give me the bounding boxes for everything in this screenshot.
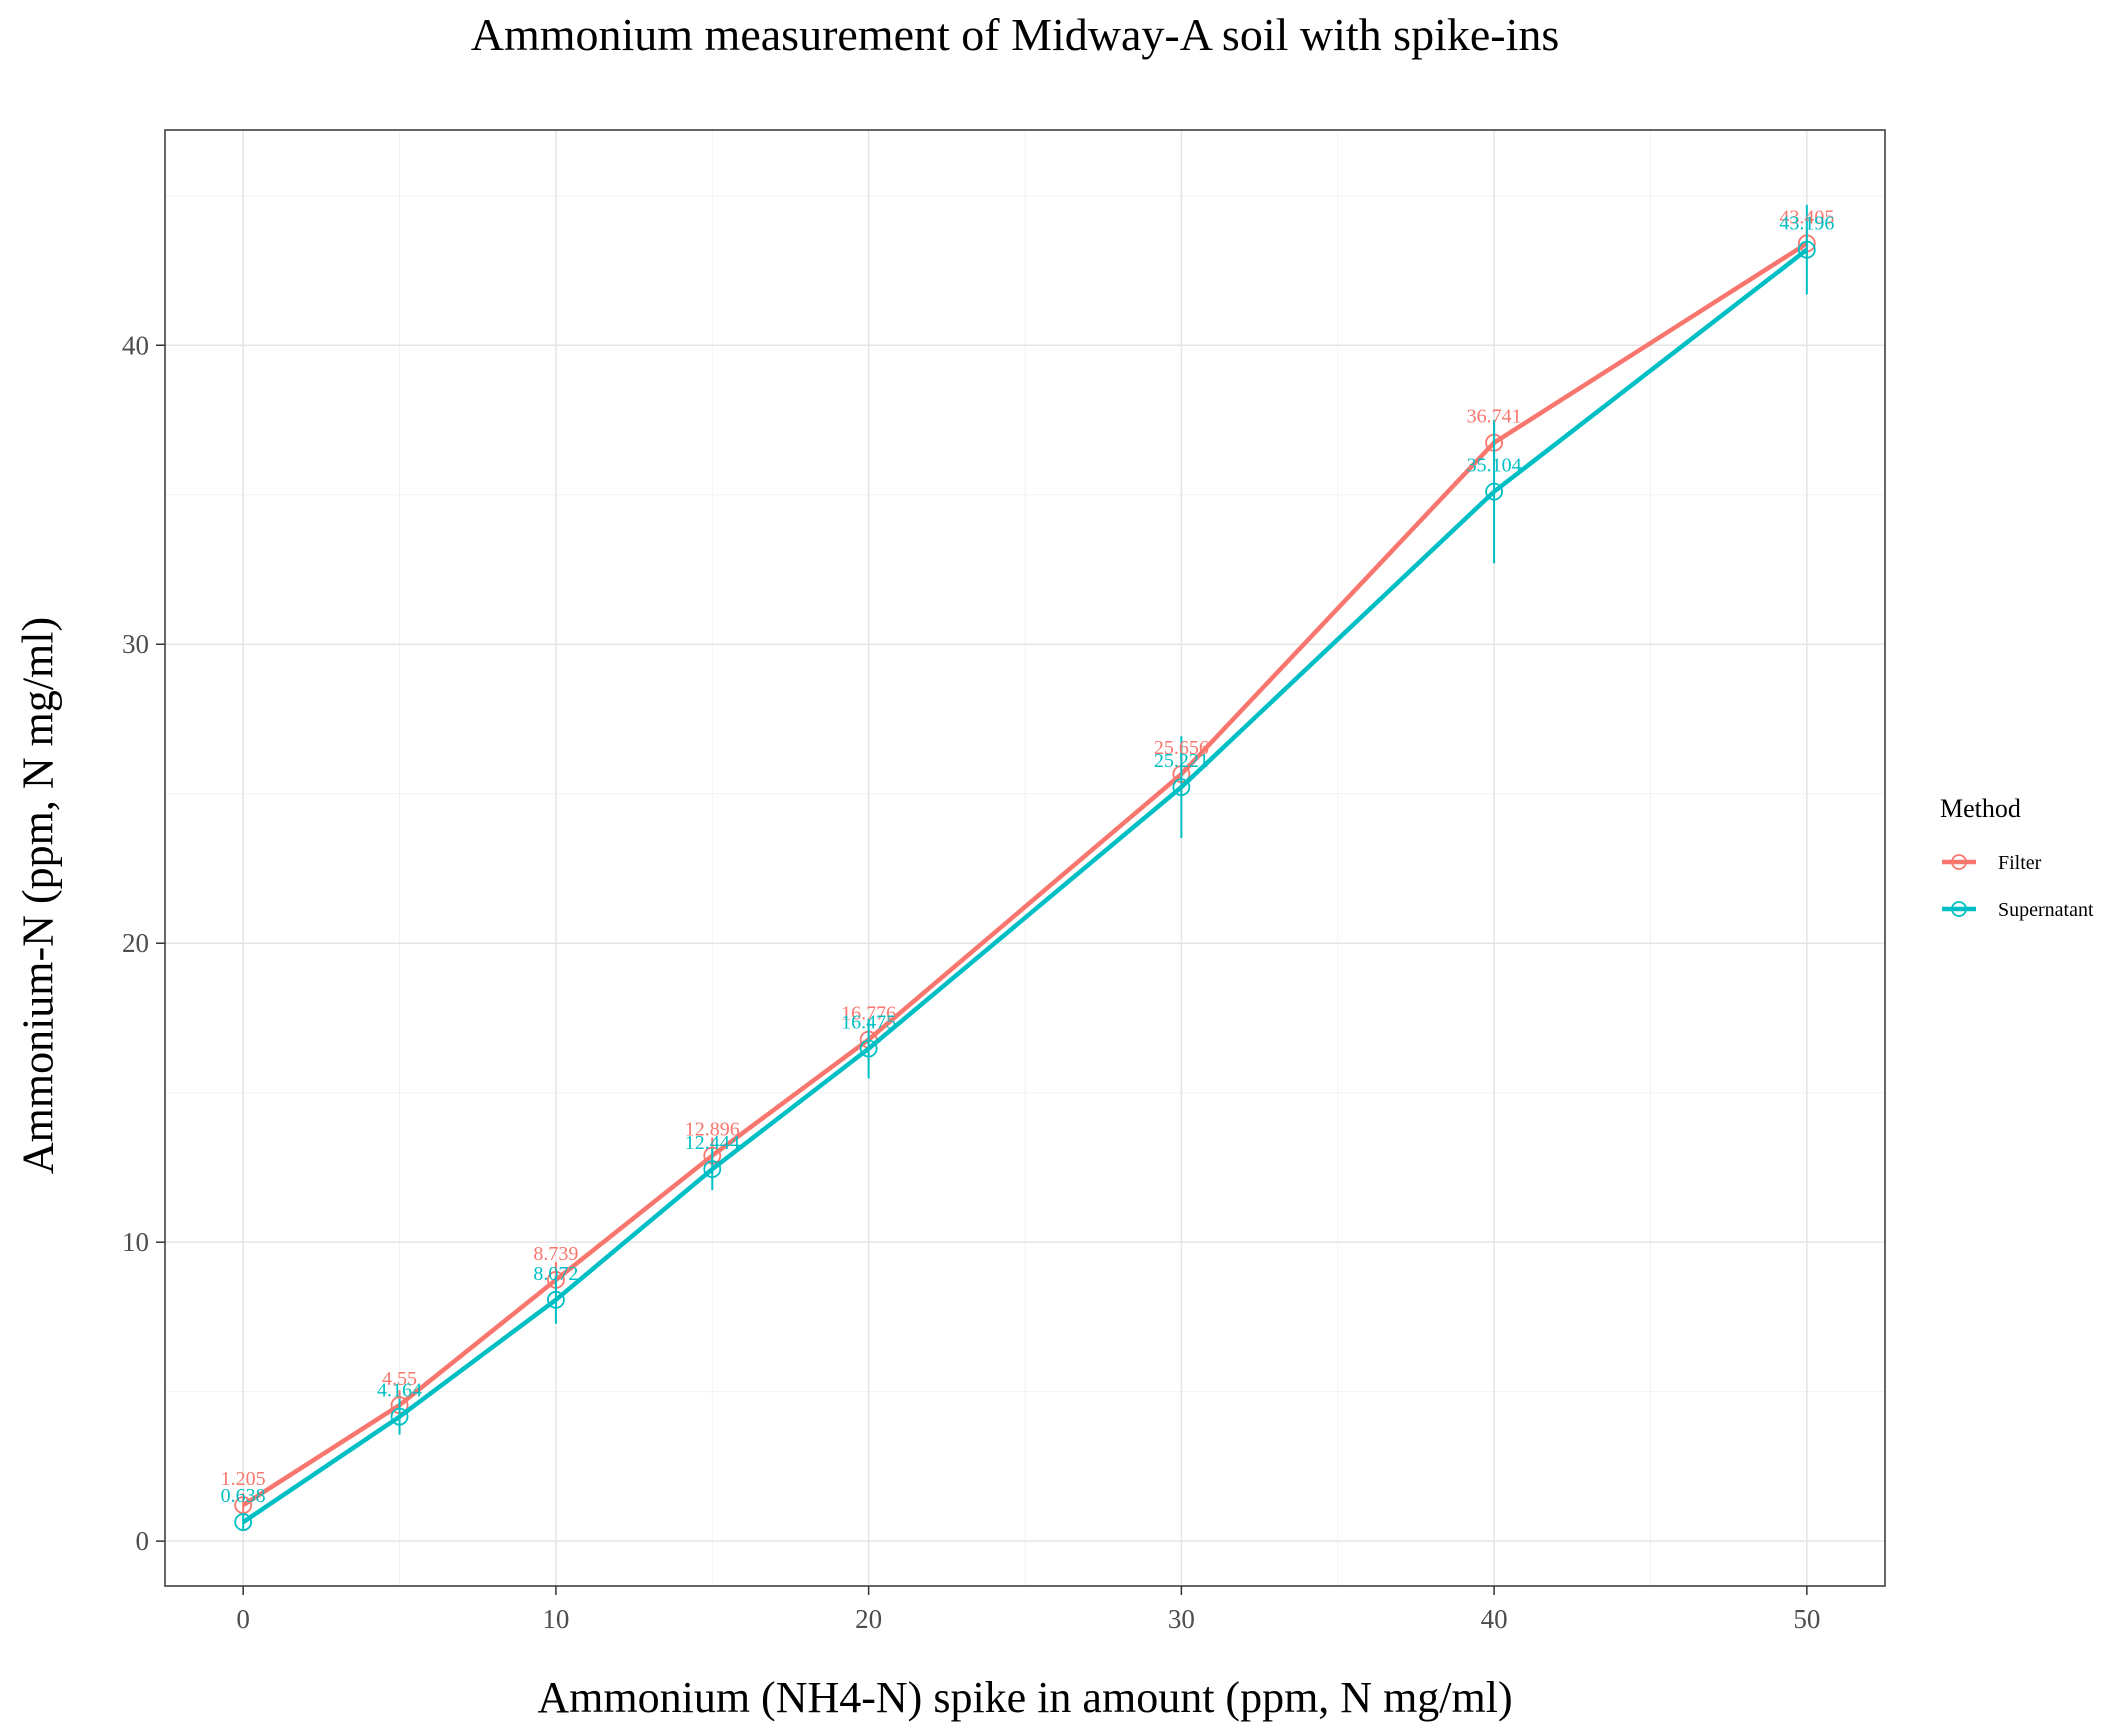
x-tick-label: 50 bbox=[1793, 1604, 1820, 1634]
filter-data-label: 8.739 bbox=[533, 1243, 578, 1265]
filter-data-label: 4.55 bbox=[382, 1368, 417, 1390]
axes: 0 10 20 30 40 50 0 10 20 30 40 bbox=[122, 330, 1820, 1634]
x-tick-label: 0 bbox=[236, 1604, 250, 1634]
series-layer bbox=[234, 204, 1816, 1532]
series-supernatant bbox=[234, 204, 1816, 1532]
filter-data-label: 36.741 bbox=[1467, 406, 1522, 428]
supernatant-data-label: 0.638 bbox=[221, 1485, 266, 1507]
chart-title: Ammonium measurement of Midway-A soil wi… bbox=[470, 9, 1560, 60]
x-tick-label: 30 bbox=[1168, 1604, 1195, 1634]
legend-title: Method bbox=[1940, 794, 2021, 823]
filter-data-label: 25.656 bbox=[1154, 737, 1209, 759]
legend-key-point bbox=[1951, 854, 1967, 870]
x-tick-label: 10 bbox=[542, 1604, 569, 1634]
x-tick-label: 40 bbox=[1481, 1604, 1508, 1634]
supernatant-data-label: 16.475 bbox=[841, 1012, 896, 1034]
y-tick-label: 0 bbox=[136, 1526, 150, 1556]
legend-label: Filter bbox=[1998, 852, 2042, 874]
supernatant-point bbox=[1797, 240, 1816, 259]
y-tick-label: 10 bbox=[122, 1227, 149, 1257]
legend-item-supernatant: Supernatant bbox=[1942, 899, 2094, 921]
supernatant-data-label: 12.444 bbox=[685, 1132, 740, 1154]
supernatant-data-label: 8.072 bbox=[533, 1263, 578, 1285]
x-tick-label: 20 bbox=[855, 1604, 882, 1634]
y-tick-label: 30 bbox=[122, 629, 149, 659]
data-labels: 1.205 4.55 8.739 12.896 16.776 25.656 36.741 43… bbox=[221, 206, 1835, 1507]
legend-label: Supernatant bbox=[1998, 899, 2094, 921]
supernatant-point bbox=[1485, 482, 1503, 501]
y-tick-label: 40 bbox=[122, 330, 149, 360]
filter-data-label: 1.205 bbox=[221, 1468, 266, 1490]
legend-item-filter: Filter bbox=[1942, 852, 2042, 874]
x-axis-label: Ammonium (NH4-N) spike in amount (ppm, N… bbox=[537, 1673, 1513, 1722]
supernatant-point bbox=[703, 1160, 722, 1179]
filter-data-label: 16.776 bbox=[841, 1003, 896, 1025]
supernatant-data-label: 25.221 bbox=[1154, 750, 1209, 772]
filter-line bbox=[241, 241, 1809, 1507]
supernatant-data-label: 4.164 bbox=[377, 1380, 422, 1402]
legend-key-point bbox=[1951, 901, 1967, 917]
supernatant-point bbox=[390, 1407, 409, 1426]
filter-data-label: 43.405 bbox=[1779, 206, 1834, 228]
y-tick-label: 20 bbox=[122, 928, 149, 958]
grid-lines bbox=[165, 130, 1885, 1586]
supernatant-point bbox=[234, 1513, 253, 1531]
legend: Method Filter Supernatant bbox=[1940, 794, 2094, 921]
supernatant-point bbox=[547, 1290, 565, 1309]
filter-data-label: 12.896 bbox=[685, 1119, 740, 1141]
plot-border bbox=[164, 129, 1886, 1587]
supernatant-line bbox=[241, 247, 1809, 1524]
supernatant-point bbox=[859, 1039, 878, 1058]
supernatant-data-label: 35.104 bbox=[1467, 455, 1522, 477]
supernatant-point bbox=[1172, 778, 1191, 797]
supernatant-data-label: 43.196 bbox=[1779, 213, 1834, 235]
